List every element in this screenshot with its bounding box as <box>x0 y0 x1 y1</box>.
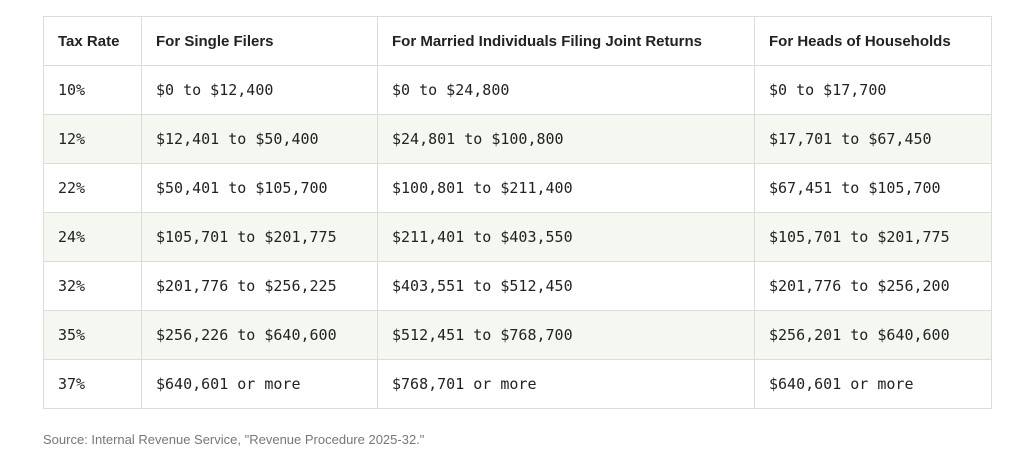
column-header: Tax Rate <box>43 16 142 66</box>
table-row: 37% $640,601 or more $768,701 or more $640,… <box>43 359 992 409</box>
column-header: For Married Individuals Filing Joint Ret… <box>377 16 755 66</box>
tax-rate-cell: 37% <box>43 359 142 409</box>
bracket-cell: $201,776 to $256,200 <box>754 261 992 311</box>
bracket-cell: $0 to $12,400 <box>141 65 378 115</box>
table-row: 12% $12,401 to $50,400 $24,801 to $100,800… <box>43 114 992 164</box>
bracket-cell: $105,701 to $201,775 <box>754 212 992 262</box>
bracket-cell: $0 to $17,700 <box>754 65 992 115</box>
column-header: For Single Filers <box>141 16 378 66</box>
bracket-cell: $201,776 to $256,225 <box>141 261 378 311</box>
table-row: 22% $50,401 to $105,700 $100,801 to $211,4… <box>43 163 992 213</box>
bracket-cell: $67,451 to $105,700 <box>754 163 992 213</box>
bracket-cell: $0 to $24,800 <box>377 65 755 115</box>
bracket-cell: $403,551 to $512,450 <box>377 261 755 311</box>
tax-rate-cell: 24% <box>43 212 142 262</box>
bracket-cell: $211,401 to $403,550 <box>377 212 755 262</box>
tax-rate-cell: 10% <box>43 65 142 115</box>
tax-rate-cell: 32% <box>43 261 142 311</box>
tax-rate-cell: 35% <box>43 310 142 360</box>
bracket-cell: $640,601 or more <box>141 359 378 409</box>
bracket-cell: $512,451 to $768,700 <box>377 310 755 360</box>
bracket-cell: $105,701 to $201,775 <box>141 212 378 262</box>
tax-table: Tax Rate For Single Filers For Married Ind… <box>43 16 992 409</box>
bracket-cell: $256,201 to $640,600 <box>754 310 992 360</box>
header-row: Tax Rate For Single Filers For Married Ind… <box>43 16 992 66</box>
bracket-cell: $100,801 to $211,400 <box>377 163 755 213</box>
source-note: Source: Internal Revenue Service, "Reven… <box>43 432 425 447</box>
bracket-cell: $256,226 to $640,600 <box>141 310 378 360</box>
bracket-cell: $50,401 to $105,700 <box>141 163 378 213</box>
table-row: 24% $105,701 to $201,775 $211,401 to $403,… <box>43 212 992 262</box>
table-row: 10% $0 to $12,400 $0 to $24,800 $0 to $17,7… <box>43 65 992 115</box>
tax-rate-cell: 12% <box>43 114 142 164</box>
table-body: 10% $0 to $12,400 $0 to $24,800 $0 to $17,7… <box>43 65 992 409</box>
tax-rate-cell: 22% <box>43 163 142 213</box>
table-row: 32% $201,776 to $256,225 $403,551 to $512,… <box>43 261 992 311</box>
column-header: For Heads of Households <box>754 16 992 66</box>
bracket-cell: $12,401 to $50,400 <box>141 114 378 164</box>
table-row: 35% $256,226 to $640,600 $512,451 to $768,… <box>43 310 992 360</box>
bracket-cell: $768,701 or more <box>377 359 755 409</box>
bracket-cell: $24,801 to $100,800 <box>377 114 755 164</box>
bracket-cell: $640,601 or more <box>754 359 992 409</box>
bracket-cell: $17,701 to $67,450 <box>754 114 992 164</box>
